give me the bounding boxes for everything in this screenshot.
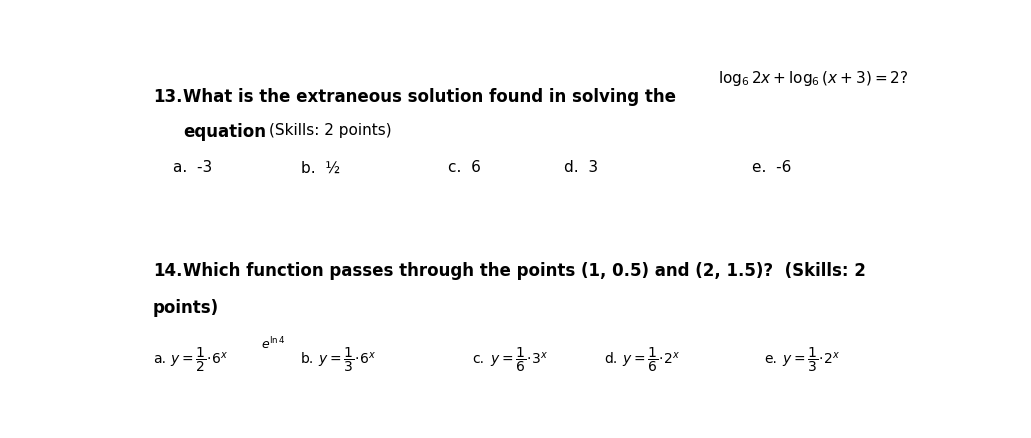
- Text: a.  -3: a. -3: [173, 160, 212, 176]
- Text: $e^{\ln 4}$: $e^{\ln 4}$: [261, 336, 286, 352]
- Text: $y = \dfrac{1}{2} \!\cdot\! 6^x$: $y = \dfrac{1}{2} \!\cdot\! 6^x$: [170, 345, 229, 374]
- Text: d.  3: d. 3: [564, 160, 598, 176]
- Text: points): points): [153, 299, 219, 317]
- Text: 13.: 13.: [153, 88, 182, 106]
- Text: Which function passes through the points (1, 0.5) and (2, 1.5)?  (Skills: 2: Which function passes through the points…: [184, 261, 866, 279]
- Text: b.: b.: [301, 353, 313, 367]
- Text: a.: a.: [153, 353, 166, 367]
- Text: What is the extraneous solution found in solving the: What is the extraneous solution found in…: [184, 88, 676, 106]
- Text: $\log_6 2x + \log_6(x+3) = 2?$: $\log_6 2x + \log_6(x+3) = 2?$: [718, 70, 908, 88]
- Text: e.  -6: e. -6: [753, 160, 792, 176]
- Text: (Skills: 2 points): (Skills: 2 points): [269, 124, 392, 138]
- Text: $y = \dfrac{1}{3} \!\cdot\! 2^x$: $y = \dfrac{1}{3} \!\cdot\! 2^x$: [781, 345, 840, 374]
- Text: c.: c.: [472, 353, 485, 367]
- Text: d.: d.: [604, 353, 618, 367]
- Text: equation: equation: [184, 124, 266, 141]
- Text: 14.: 14.: [153, 261, 182, 279]
- Text: e.: e.: [764, 353, 777, 367]
- Text: c.  6: c. 6: [448, 160, 481, 176]
- Text: $y = \dfrac{1}{6} \!\cdot\! 3^x$: $y = \dfrac{1}{6} \!\cdot\! 3^x$: [490, 345, 548, 374]
- Text: $y = \dfrac{1}{3} \!\cdot\! 6^x$: $y = \dfrac{1}{3} \!\cdot\! 6^x$: [319, 345, 376, 374]
- Text: $y = \dfrac{1}{6} \!\cdot\! 2^x$: $y = \dfrac{1}{6} \!\cdot\! 2^x$: [622, 345, 680, 374]
- Text: b.  ½: b. ½: [301, 160, 340, 176]
